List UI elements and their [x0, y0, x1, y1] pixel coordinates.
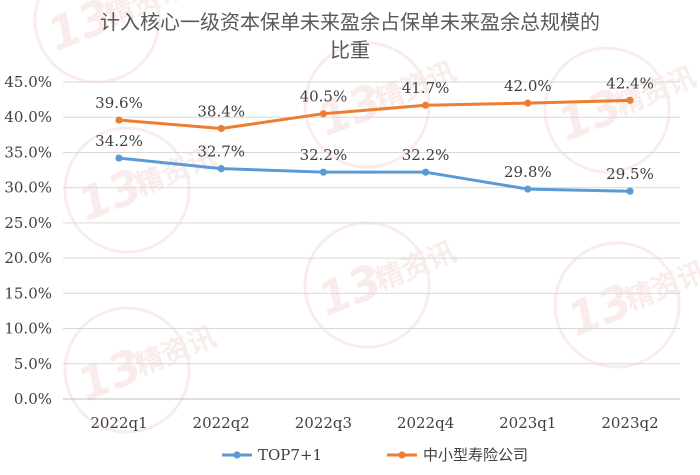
data-point [319, 168, 327, 176]
watermark-ring [63, 126, 191, 254]
data-label: 42.0% [504, 77, 552, 95]
y-tick-label: 30.0% [4, 179, 52, 197]
series-layer [115, 96, 634, 195]
y-tick-label: 25.0% [4, 214, 52, 232]
data-label: 29.8% [504, 163, 552, 181]
data-point [319, 110, 327, 118]
chart-title-line2: 比重 [330, 38, 370, 62]
x-axis-ticks: 2022q1 2022q2 2022q3 2022q4 2023q1 2023q2 [90, 414, 658, 432]
y-tick-label: 40.0% [4, 108, 52, 126]
watermark-ring [63, 306, 191, 434]
series-line [117, 156, 632, 193]
x-tick-label: 2022q1 [90, 414, 147, 432]
legend-swatch-marker [398, 451, 406, 459]
data-point [524, 185, 532, 193]
chart-title-line1: 计入核心一级资本保单未来盈余占保单未来盈余总规模的 [100, 10, 600, 34]
watermark-ring [33, 0, 161, 84]
y-tick-label: 45.0% [4, 73, 52, 91]
data-point [115, 116, 123, 124]
data-point [626, 96, 634, 104]
data-label: 42.4% [606, 74, 654, 92]
legend-swatch-marker [233, 451, 241, 459]
x-tick-label: 2022q2 [193, 414, 250, 432]
data-label: 40.5% [300, 88, 348, 106]
data-label: 32.7% [197, 143, 245, 161]
watermark-ring [303, 221, 431, 349]
series-line [117, 98, 632, 130]
grid-layer [63, 81, 680, 400]
x-tick-label: 2022q4 [397, 414, 454, 432]
y-tick-label: 20.0% [4, 249, 52, 267]
y-tick-label: 35.0% [4, 143, 52, 161]
data-label: 41.7% [402, 79, 450, 97]
y-tick-label: 5.0% [14, 355, 52, 373]
x-tick-label: 2023q1 [499, 414, 556, 432]
legend-label: 中小型寿险公司 [423, 446, 528, 464]
data-label: 32.2% [402, 146, 450, 164]
legend-item: 中小型寿险公司 [387, 446, 528, 464]
y-tick-label: 10.0% [4, 320, 52, 338]
x-tick-label: 2022q3 [295, 414, 352, 432]
watermark-ring [543, 46, 671, 174]
data-point [626, 187, 634, 195]
data-label: 38.4% [197, 102, 245, 120]
data-label: 34.2% [95, 132, 143, 150]
legend-label: TOP7+1 [258, 446, 322, 464]
data-point [422, 168, 430, 176]
x-tick-label: 2023q2 [601, 414, 658, 432]
data-point [422, 101, 430, 109]
legend-item: TOP7+1 [222, 446, 322, 464]
data-label: 39.6% [95, 94, 143, 112]
data-point [217, 124, 225, 133]
data-point [115, 154, 123, 162]
data-label: 29.5% [606, 165, 654, 183]
legend: TOP7+1 中小型寿险公司 [222, 446, 528, 464]
data-point [217, 165, 225, 173]
data-label: 32.2% [300, 146, 348, 164]
y-axis-ticks: 0.0% 5.0% 10.0% 15.0% 20.0% 25.0% 30.0% 35.0% 40… [4, 73, 52, 408]
y-tick-label: 0.0% [14, 390, 52, 408]
data-label-layer: 34.2% 32.7% 32.2% 32.2% 29.8% 29.5% 39.6% 38.4%… [95, 74, 654, 183]
data-point [524, 99, 532, 107]
y-tick-label: 15.0% [4, 284, 52, 302]
